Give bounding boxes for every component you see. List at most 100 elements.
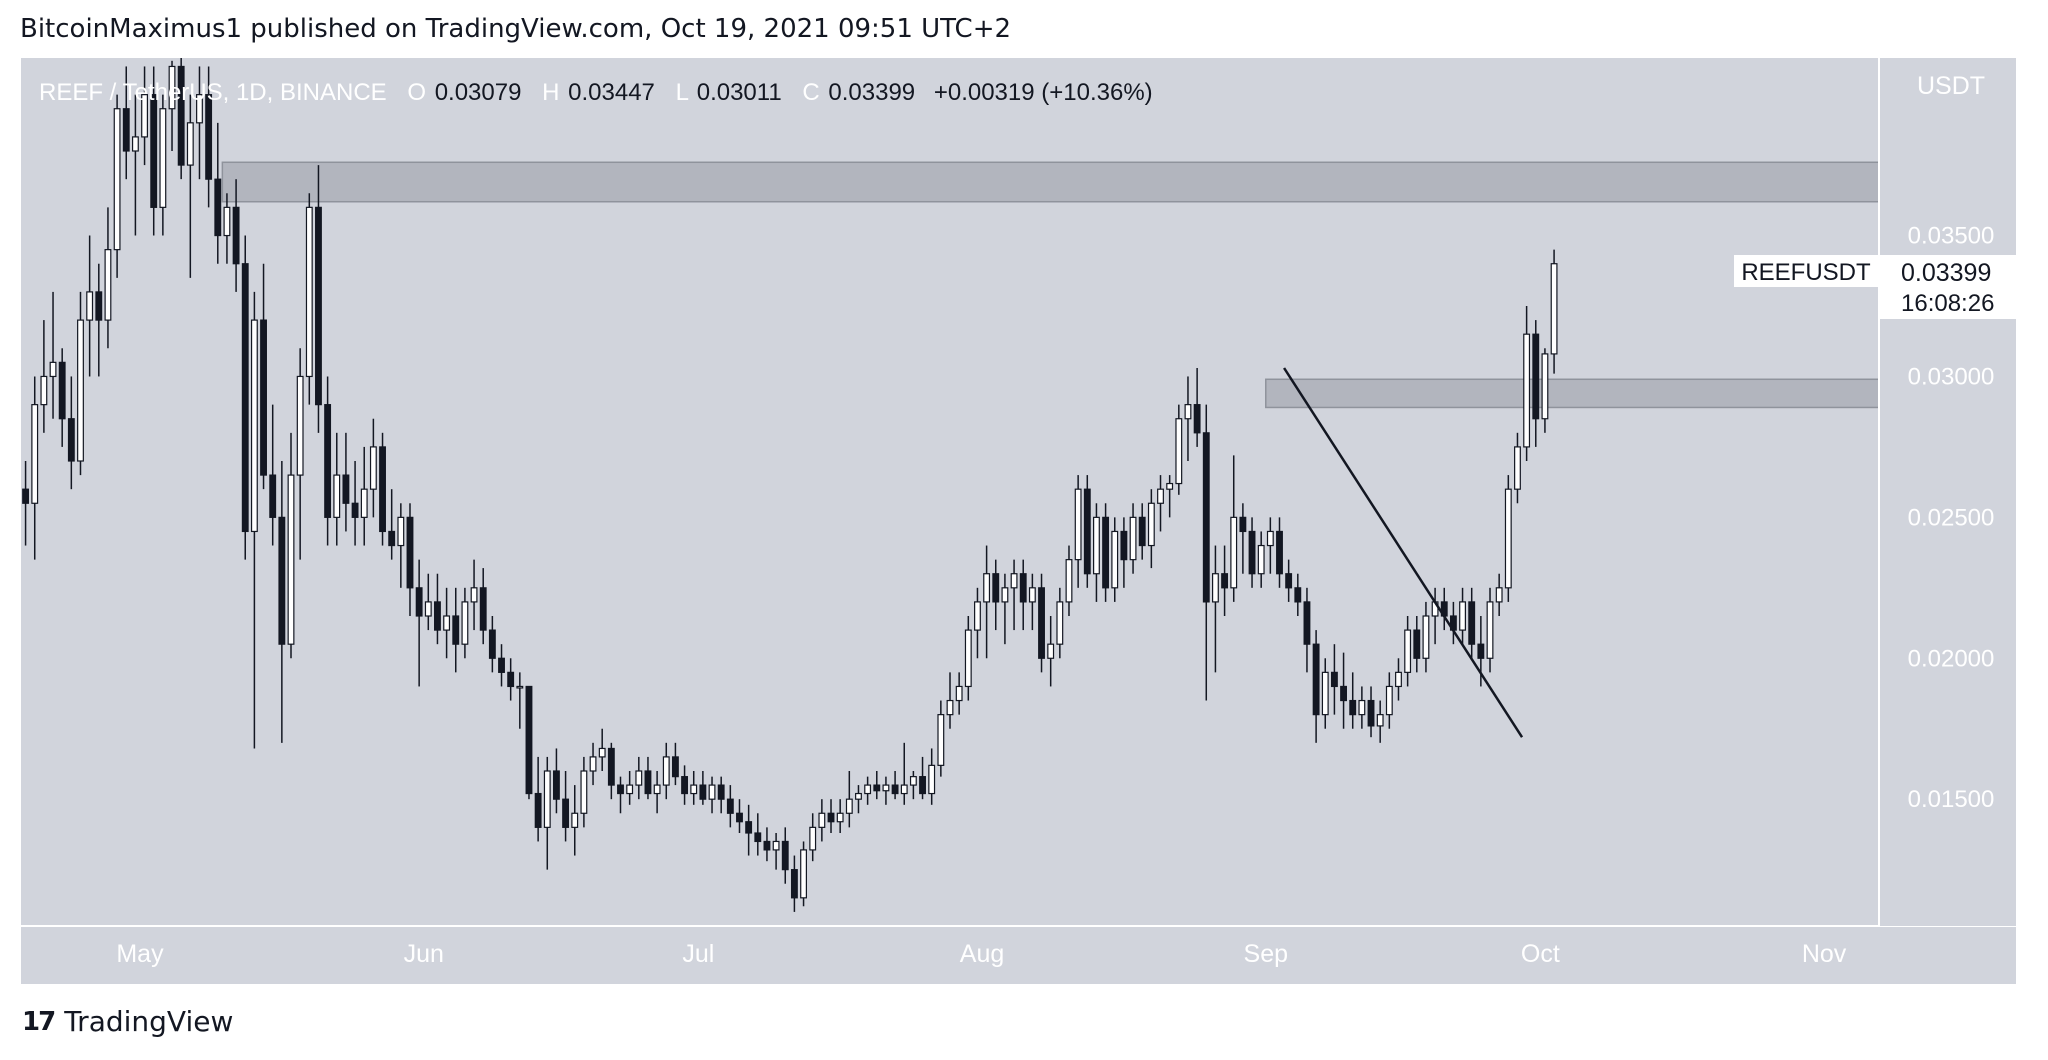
candle-body xyxy=(196,94,203,124)
candle-body xyxy=(315,206,322,406)
candle xyxy=(122,66,130,180)
footer-brand: 17 TradingView xyxy=(22,1005,233,1038)
candle-body xyxy=(1303,601,1311,645)
candle xyxy=(333,432,341,546)
candle-body xyxy=(223,206,231,237)
candle xyxy=(177,58,185,180)
candle-body xyxy=(827,812,835,823)
candle xyxy=(406,503,414,616)
chart-svg[interactable]: 0.03500 0.03000 0.02500 0.02000 0.01500 May J… xyxy=(21,58,2016,984)
resistance-zone-2 xyxy=(1265,378,1880,409)
candle-body xyxy=(644,770,652,795)
candle-body xyxy=(58,361,66,420)
candle-body xyxy=(1184,404,1192,420)
candle xyxy=(1349,672,1357,729)
candle-body xyxy=(1523,333,1531,448)
candle-body xyxy=(1404,629,1412,673)
candle-body xyxy=(845,798,853,814)
candle-body xyxy=(22,488,30,504)
candle xyxy=(1413,616,1421,673)
candle-body xyxy=(388,530,396,547)
candle-body xyxy=(159,108,167,208)
candle-body xyxy=(1028,587,1036,603)
candle-body xyxy=(1385,685,1393,716)
plot-background xyxy=(21,58,2016,984)
candle-body xyxy=(790,869,798,899)
candle xyxy=(369,418,377,518)
price-chart[interactable]: 0.03500 0.03000 0.02500 0.02000 0.01500 May J… xyxy=(21,58,2016,984)
candle xyxy=(891,771,899,800)
candle xyxy=(1120,517,1128,588)
candle-body xyxy=(1065,559,1073,603)
candle-body xyxy=(754,832,762,843)
candle-body xyxy=(1276,530,1283,575)
candle xyxy=(1422,601,1430,673)
candle-body xyxy=(1340,685,1348,702)
candle xyxy=(196,66,203,180)
candle xyxy=(708,776,716,814)
candle xyxy=(1038,573,1045,673)
candle-body xyxy=(1211,573,1219,603)
candle xyxy=(809,813,817,862)
legend-low-label: L xyxy=(676,79,689,106)
candle-body xyxy=(1047,643,1055,659)
candle-body xyxy=(1083,488,1091,575)
candle xyxy=(1221,545,1229,616)
candle-body xyxy=(1111,530,1119,589)
candle-body xyxy=(873,784,881,792)
candle-body xyxy=(95,291,103,321)
last-price-countdown: 16:08:26 xyxy=(1901,290,1994,317)
candle-body xyxy=(571,812,579,828)
candle xyxy=(324,376,332,546)
candle-body xyxy=(1367,699,1375,727)
candle xyxy=(1395,658,1402,701)
candle xyxy=(488,616,496,673)
candle xyxy=(1093,503,1100,602)
candle-body xyxy=(974,601,981,631)
candle xyxy=(113,94,121,278)
candle-body xyxy=(580,770,588,814)
tradingview-logo-icon: 17 xyxy=(22,1006,56,1037)
candle xyxy=(1340,652,1348,729)
candle xyxy=(1367,686,1375,738)
candle-body xyxy=(1230,516,1238,589)
candle xyxy=(443,587,451,659)
candle-body xyxy=(168,65,176,110)
candle xyxy=(305,193,313,405)
candle-body xyxy=(690,784,698,795)
candle-body xyxy=(1120,530,1128,561)
candle xyxy=(1175,404,1183,495)
candle-body xyxy=(397,516,405,547)
candle xyxy=(855,785,862,814)
candle xyxy=(1202,404,1210,701)
candle-body xyxy=(1193,404,1201,434)
candle xyxy=(745,804,753,856)
candle xyxy=(1129,503,1137,574)
candle xyxy=(1266,517,1274,574)
legend-open-label: O xyxy=(407,79,426,106)
candle-body xyxy=(964,629,972,688)
candle xyxy=(1495,573,1503,616)
candle xyxy=(955,672,963,715)
candle-body xyxy=(671,756,679,778)
candle-body xyxy=(1477,643,1485,659)
candle xyxy=(150,66,158,236)
candle xyxy=(617,776,624,814)
candle-body xyxy=(77,319,84,462)
candle-body xyxy=(1239,516,1247,533)
candle xyxy=(287,432,295,659)
candle-body xyxy=(205,94,213,180)
candle xyxy=(141,66,148,166)
candle-body xyxy=(1102,516,1110,589)
candle-body xyxy=(1413,629,1421,659)
candle xyxy=(543,756,551,870)
candle-body xyxy=(772,840,780,851)
time-tick-label: Aug xyxy=(960,940,1004,968)
candle xyxy=(1111,517,1119,602)
candle xyxy=(315,165,322,433)
candle-body xyxy=(1157,488,1164,504)
candle xyxy=(726,785,734,828)
candle-body xyxy=(900,784,908,795)
candle-body xyxy=(131,136,139,152)
candle-body xyxy=(1093,516,1100,575)
